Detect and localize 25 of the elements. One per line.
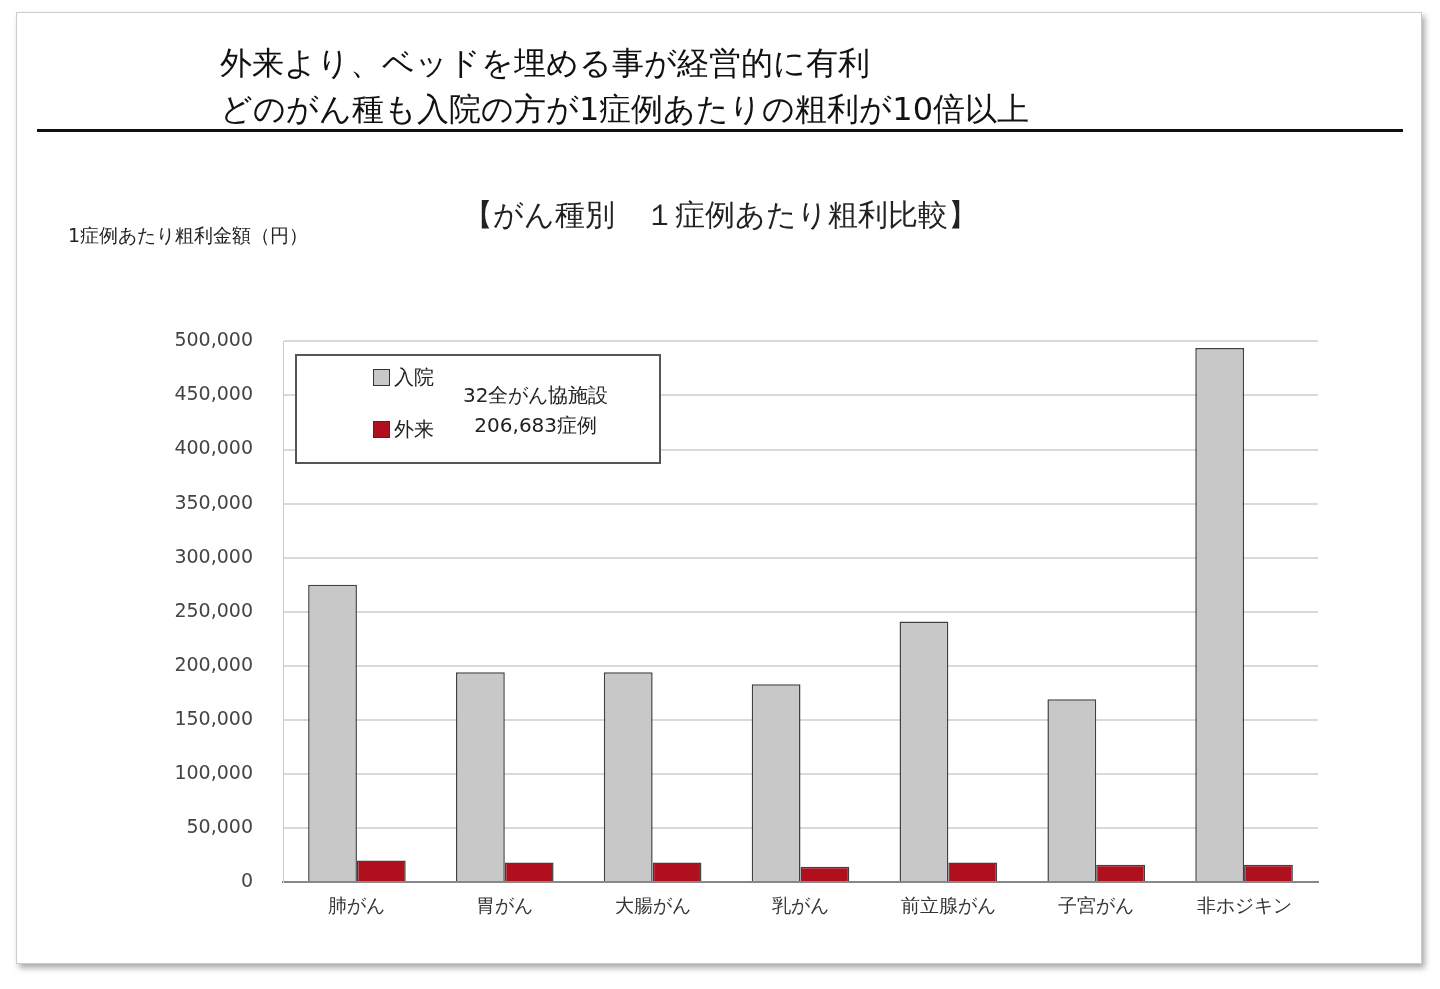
y-tick-label: 400,000	[174, 436, 253, 459]
x-tick-label: 胃がん	[476, 894, 534, 917]
legend-label: 外来	[394, 416, 434, 444]
y-tick-label: 250,000	[174, 598, 253, 621]
x-tick-label: 乳がん	[772, 894, 829, 917]
y-tick-label: 300,000	[174, 544, 253, 567]
text: 【がん種別 １症例あたり粗利比較】	[462, 197, 978, 232]
chart-subtitle: どのがん種も入院の方が1症例あたりの粗利が10倍以上	[220, 89, 1030, 130]
y-tick-label: 350,000	[174, 490, 253, 513]
y-tick-label: 0	[240, 868, 253, 891]
chart-title: 外来より、ベッドを埋める事が経営的に有利	[220, 43, 870, 84]
x-tick-label: 非ホジキン	[1196, 894, 1292, 917]
y-tick-label: 450,000	[174, 382, 253, 405]
legend-label: 入院	[394, 364, 434, 392]
x-tick-label: 肺がん	[328, 894, 386, 917]
y-tick-label: 150,000	[174, 706, 253, 729]
x-tick-label: 大腸がん	[614, 894, 691, 917]
y-tick-label: 100,000	[174, 760, 253, 783]
y-tick-label: 50,000	[186, 814, 253, 837]
y-axis-title: 1症例あたり粗利金額（円）	[68, 223, 309, 248]
y-tick-label: 200,000	[174, 652, 253, 675]
x-tick-label: 子宮がん	[1058, 894, 1135, 917]
y-tick-label: 500,000	[174, 328, 253, 351]
x-tick-label: 前立腺がん	[900, 894, 996, 917]
annotation: 32全がん協施設 206,683症例	[463, 382, 609, 440]
